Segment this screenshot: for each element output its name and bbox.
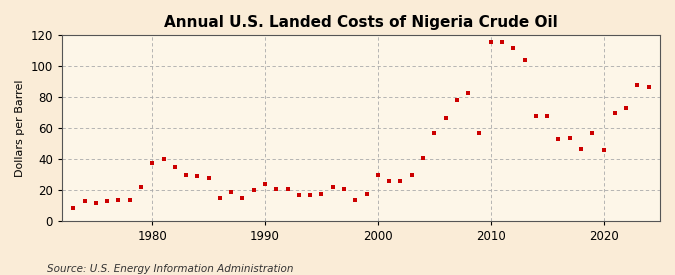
Y-axis label: Dollars per Barrel: Dollars per Barrel (15, 80, 25, 177)
Text: Source: U.S. Energy Information Administration: Source: U.S. Energy Information Administ… (47, 264, 294, 274)
Title: Annual U.S. Landed Costs of Nigeria Crude Oil: Annual U.S. Landed Costs of Nigeria Crud… (164, 15, 558, 30)
